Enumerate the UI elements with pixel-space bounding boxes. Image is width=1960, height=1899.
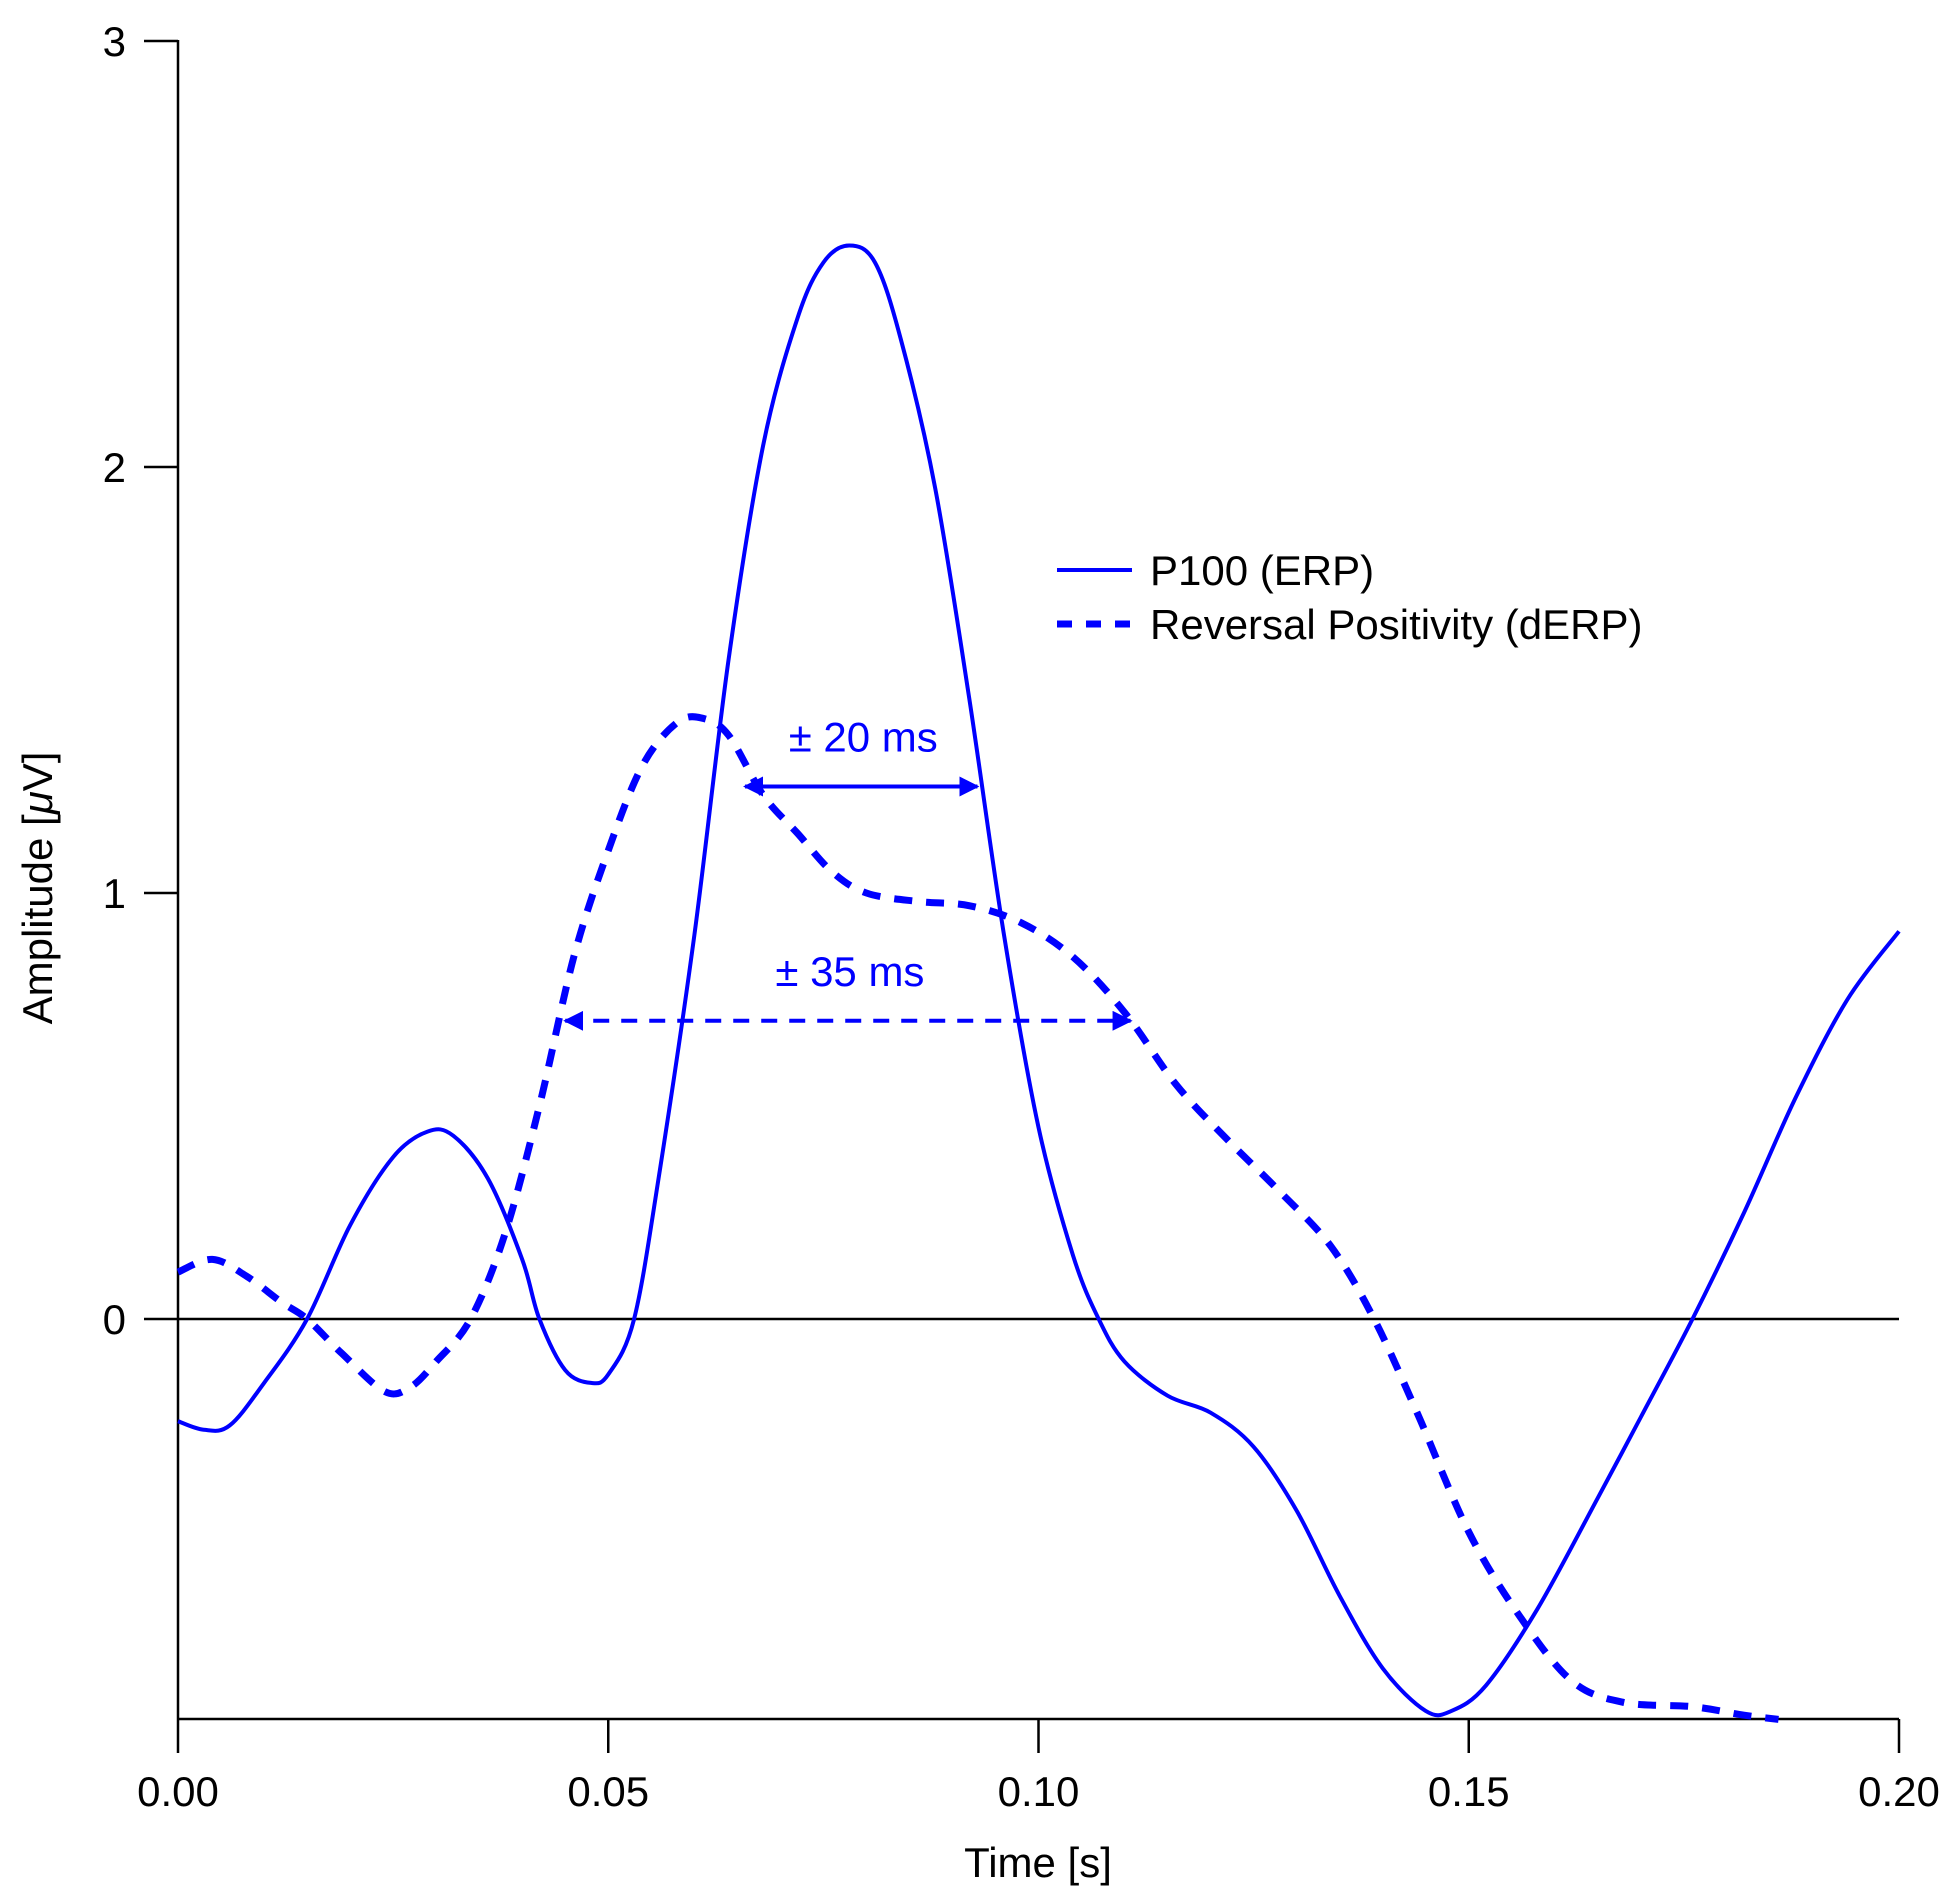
plus-minus-20ms-label: ± 20 ms <box>789 714 938 761</box>
p100-erp-line <box>177 243 1901 1718</box>
y-axis-label: Amplitude [μV] <box>14 752 61 1025</box>
legend-label-p100: P100 (ERP) <box>1150 547 1374 594</box>
y-tick-label: 1 <box>103 870 126 917</box>
annotations: ± 20 ms ± 35 ms <box>563 714 1133 1031</box>
y-tick-label: 3 <box>103 18 126 65</box>
x-tick-label: 0.10 <box>998 1768 1080 1815</box>
x-tick-label: 0.05 <box>567 1768 649 1815</box>
y-axis-label-mu: μ <box>14 791 61 815</box>
legend-label-reversal-positivity: Reversal Positivity (dERP) <box>1150 601 1642 648</box>
x-tick-label: 0.15 <box>1428 1768 1510 1815</box>
y-tick-label: 2 <box>103 444 126 491</box>
axes: 0 1 2 3 0.00 0.05 0.10 0.15 0.20 <box>103 18 1940 1815</box>
x-tick-label: 0.00 <box>137 1768 219 1815</box>
x-axis-label: Time [s] <box>964 1839 1112 1886</box>
y-axis-label-suffix: V] <box>14 752 61 792</box>
plus-minus-35ms-label: ± 35 ms <box>775 948 924 995</box>
y-tick-label: 0 <box>103 1296 126 1343</box>
legend: P100 (ERP) Reversal Positivity (dERP) <box>1057 547 1642 648</box>
y-ticks: 0 1 2 3 <box>103 18 178 1343</box>
series-group <box>176 243 1901 1723</box>
x-tick-label: 0.20 <box>1858 1768 1940 1815</box>
reversal-positivity-derp-line <box>176 713 1779 1723</box>
x-ticks: 0.00 0.05 0.10 0.15 0.20 <box>137 1719 1940 1815</box>
y-axis-label-prefix: Amplitude [ <box>14 814 61 1024</box>
